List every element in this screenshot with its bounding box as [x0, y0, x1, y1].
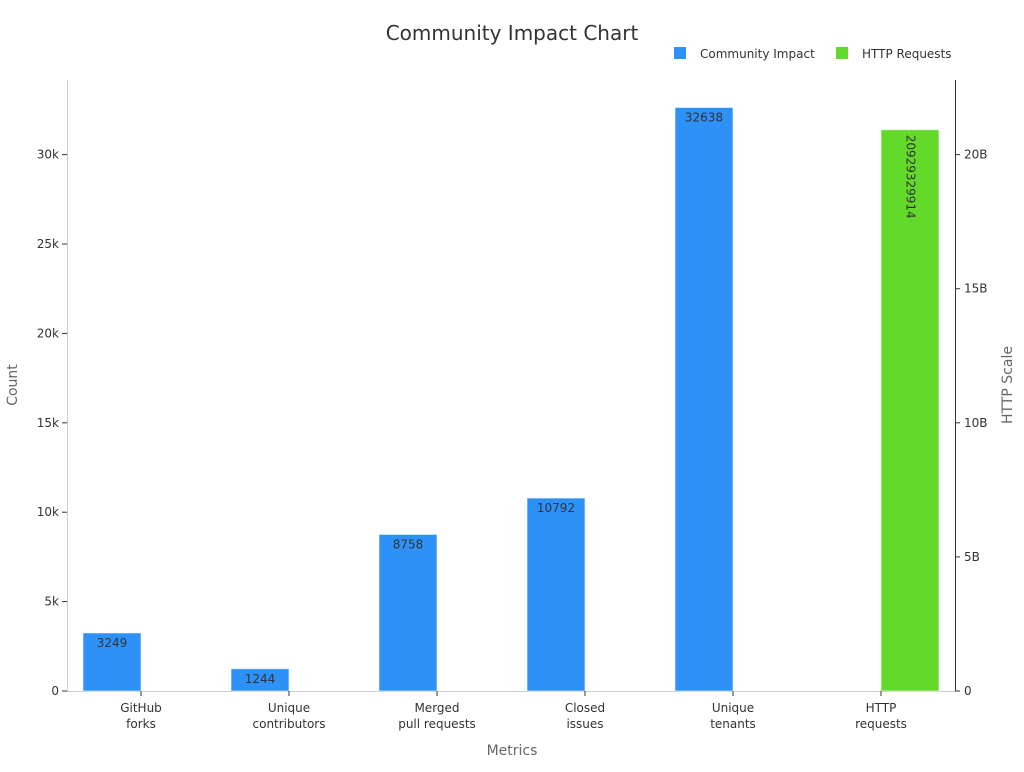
- x-axis-title: Metrics: [487, 743, 538, 759]
- bar-labels: 3249 1244 8758 10792 32638 20929329914: [97, 110, 918, 685]
- x-tick-label: Merged pull requests: [398, 701, 476, 731]
- bar: [378, 533, 438, 692]
- left-axis-ticks: 0 5k 10k 15k 20k 25k 30k: [37, 148, 67, 698]
- left-tick-label: 25k: [37, 237, 59, 251]
- right-tick-label: 5B: [964, 550, 980, 564]
- legend: Community Impact HTTP Requests: [674, 47, 952, 61]
- x-tick-label: GitHub forks: [120, 701, 162, 731]
- x-tick-label-line: Merged: [414, 701, 459, 715]
- right-tick-label: 15B: [964, 282, 988, 296]
- x-tick-label-line: Closed: [565, 701, 605, 715]
- left-tick-label: 20k: [37, 326, 59, 340]
- legend-label: HTTP Requests: [862, 47, 952, 61]
- bar: [880, 129, 940, 692]
- legend-swatch: [836, 47, 848, 59]
- left-tick-label: 10k: [37, 505, 59, 519]
- x-tick-label-line: Unique: [268, 701, 310, 715]
- x-tick-label-line: HTTP: [866, 701, 897, 715]
- left-tick-label: 0: [51, 684, 59, 698]
- left-tick-label: 15k: [37, 416, 59, 430]
- y2-axis-title: HTTP Scale: [1000, 346, 1016, 424]
- left-tick-label: 5k: [44, 595, 59, 609]
- bars: [82, 106, 940, 692]
- right-tick-label: 20B: [964, 148, 988, 162]
- x-tick-label-line: Unique: [712, 701, 754, 715]
- bar: [674, 106, 734, 692]
- bar: [82, 632, 142, 692]
- x-tick-label-line: GitHub: [120, 701, 162, 715]
- bar-value-label: 20929329914: [904, 135, 918, 219]
- x-tick-label-line: pull requests: [398, 717, 476, 731]
- legend-label: Community Impact: [700, 47, 815, 61]
- right-axis-ticks: 0 5B 10B 15B 20B: [955, 148, 988, 698]
- right-tick-label: 10B: [964, 416, 988, 430]
- x-tick-label-line: issues: [566, 717, 603, 731]
- bar-value-label: 3249: [97, 636, 128, 650]
- bar: [230, 668, 290, 692]
- bar: [526, 497, 586, 692]
- left-tick-label: 30k: [37, 148, 59, 162]
- bar-value-label: 32638: [685, 110, 723, 124]
- legend-swatch: [674, 47, 686, 59]
- x-tick-label-line: tenants: [710, 717, 756, 731]
- x-tick-label: HTTP requests: [855, 701, 907, 731]
- bar-value-label: 10792: [537, 501, 575, 515]
- x-tick-label-line: contributors: [253, 717, 326, 731]
- x-axis-ticks: GitHub forks Unique contributors Merged pull …: [120, 691, 907, 731]
- x-tick-label-line: forks: [126, 717, 156, 731]
- bar-value-label: 1244: [245, 672, 276, 686]
- chart-title: Community Impact Chart: [386, 21, 639, 45]
- x-tick-label: Unique tenants: [710, 701, 756, 731]
- bar-value-label: 8758: [393, 537, 424, 551]
- x-tick-label-line: requests: [855, 717, 907, 731]
- y-axis-title: Count: [5, 364, 21, 406]
- right-tick-label: 0: [964, 684, 972, 698]
- x-tick-label: Unique contributors: [253, 701, 326, 731]
- x-tick-label: Closed issues: [565, 701, 605, 731]
